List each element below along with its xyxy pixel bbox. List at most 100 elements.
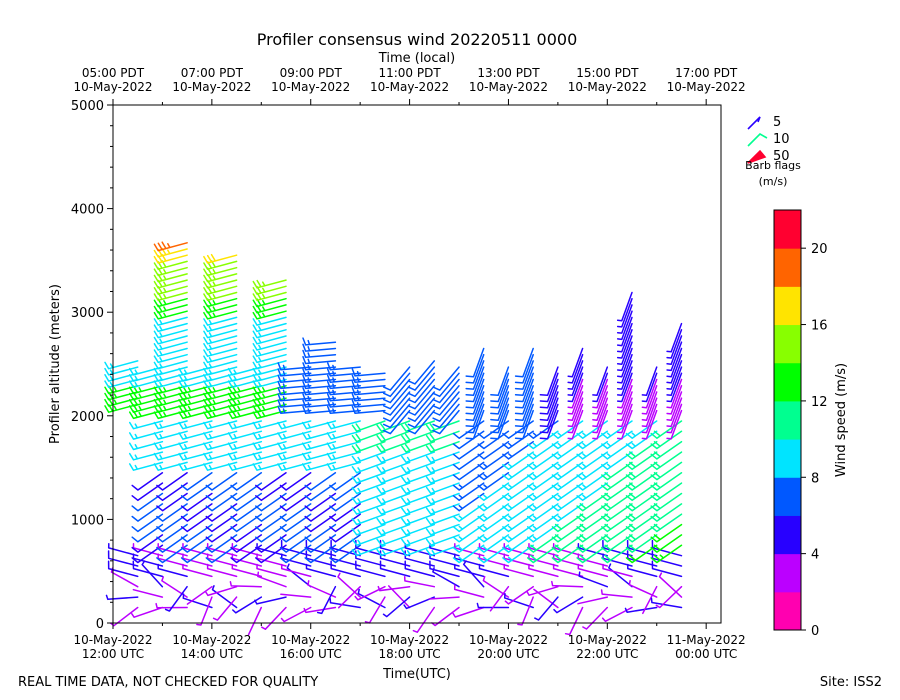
wind-barb <box>666 366 683 397</box>
wind-barb <box>277 405 312 414</box>
wind-barb <box>401 482 436 495</box>
wind-barb <box>203 366 238 376</box>
wind-barb <box>641 385 658 415</box>
wind-barb <box>178 461 213 471</box>
legend-barb-50-icon <box>747 149 767 164</box>
wind-barb <box>277 387 312 396</box>
wind-barb <box>425 523 460 536</box>
wind-barb <box>178 430 213 440</box>
wind-barb <box>180 472 213 491</box>
wind-barb <box>567 385 584 415</box>
wind-barb <box>326 380 361 390</box>
wind-barb <box>514 360 534 390</box>
top-tick-time: 11:00 PDT <box>378 66 441 80</box>
wind-barb <box>534 596 559 621</box>
wind-barb <box>650 430 683 450</box>
wind-barb <box>277 399 312 408</box>
wind-barb <box>514 347 534 378</box>
wind-barb <box>377 585 411 592</box>
wind-barb <box>254 596 287 605</box>
wind-barb <box>401 513 436 526</box>
colorbar-bin <box>774 591 801 631</box>
wind-barb <box>432 366 460 391</box>
wind-barb <box>252 397 287 407</box>
colorbar-bin <box>774 324 801 364</box>
wind-barb <box>178 403 213 413</box>
wind-barb <box>564 606 584 636</box>
wind-barb <box>465 366 485 397</box>
top-tick-date: 10-May-2022 <box>568 80 647 94</box>
wind-barb <box>650 482 683 502</box>
wind-barb <box>203 430 238 440</box>
wind-barb <box>252 329 287 339</box>
wind-barb <box>203 253 238 264</box>
wind-barb <box>153 347 188 357</box>
wind-barb <box>490 403 510 434</box>
wind-barb <box>227 451 263 461</box>
wind-barb <box>203 397 238 407</box>
wind-barb <box>616 360 633 390</box>
y-axis-label: Profiler altitude (meters) <box>48 284 63 444</box>
wind-barb <box>567 360 584 390</box>
wind-barb <box>351 430 386 443</box>
wind-barb <box>465 391 485 421</box>
wind-barb <box>203 297 238 308</box>
wind-barb <box>351 393 386 402</box>
wind-barb <box>376 420 411 432</box>
wind-barb <box>425 430 460 443</box>
wind-barb <box>203 451 238 461</box>
wind-barb <box>227 461 263 471</box>
wind-barb <box>203 341 238 351</box>
wind-barb <box>280 563 312 578</box>
wind-barb <box>178 409 213 420</box>
wind-barb <box>302 387 337 396</box>
wind-barb <box>326 420 361 430</box>
wind-barb <box>203 391 238 401</box>
wind-barb <box>212 596 238 621</box>
wind-barb <box>104 403 139 413</box>
wind-barb <box>490 385 510 415</box>
wind-barb <box>616 297 633 328</box>
wind-barb <box>376 534 411 546</box>
wind-barb <box>153 461 188 471</box>
wind-barb <box>624 606 658 613</box>
wind-barb <box>204 585 238 597</box>
wind-barb <box>465 372 485 403</box>
legend-barb-5-icon <box>747 116 761 130</box>
wind-barb <box>326 405 361 414</box>
wind-barb <box>567 366 584 397</box>
wind-barb <box>329 534 361 553</box>
wind-barb <box>465 347 485 378</box>
wind-barb <box>351 420 386 432</box>
wind-barb <box>131 472 164 491</box>
wind-barb <box>650 492 683 512</box>
wind-barb <box>616 372 633 403</box>
wind-barb <box>425 472 460 484</box>
wind-barb <box>514 372 534 403</box>
wind-barb <box>153 366 188 376</box>
colorbar-bin <box>774 477 801 516</box>
wind-barb <box>616 403 633 434</box>
wind-barb <box>203 461 238 471</box>
wind-barb <box>616 391 633 421</box>
wind-barb <box>514 378 534 409</box>
wind-barb <box>252 316 287 326</box>
wind-barb <box>153 391 188 401</box>
wind-barb <box>153 329 188 339</box>
x-tick-time: 00:00 UTC <box>675 647 737 661</box>
wind-barb <box>351 461 386 474</box>
wind-barb <box>376 451 411 464</box>
wind-barb <box>128 461 164 471</box>
wind-barb <box>302 337 337 346</box>
wind-barb <box>153 430 188 440</box>
wind-barb <box>616 409 633 440</box>
wind-barb <box>382 596 411 618</box>
wind-barb <box>203 420 238 430</box>
x-tick-date: 10-May-2022 <box>73 633 152 647</box>
wind-barb <box>153 360 188 370</box>
wind-barb <box>302 393 337 402</box>
wind-barb <box>252 420 287 430</box>
barb-layer <box>104 241 683 636</box>
wind-barb <box>666 329 683 359</box>
